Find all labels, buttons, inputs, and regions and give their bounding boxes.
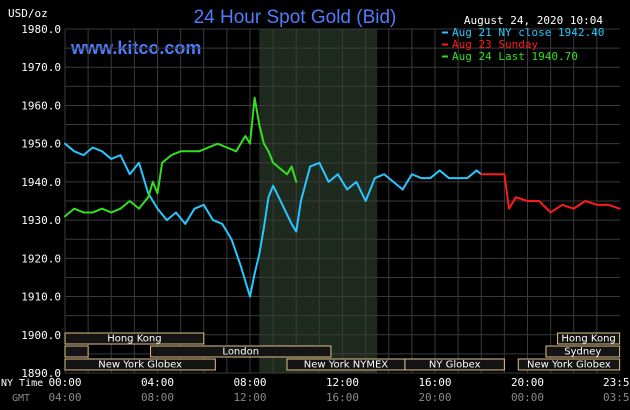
x-tick-label-ny: 12:00 [326, 376, 359, 389]
session-box-london [150, 345, 332, 358]
y-tick-label: 1900.0 [21, 329, 61, 342]
session-label-new-york-globex: New York Globex [527, 360, 611, 371]
session-label-new-york-nymex: New York NYMEX [304, 360, 389, 371]
session-box-new-york-globex [517, 358, 621, 371]
x-tick-label-gmt: 12:00 [233, 391, 266, 404]
session-label-ny-globex: NY Globex [429, 360, 481, 371]
series-line-aug-21-ny-close-1942-40 [64, 142, 483, 298]
x-tick-label-ny: 23:59 [603, 376, 630, 389]
session-label-hong-kong: Hong Kong [561, 334, 615, 345]
series-line-aug-24-last-1940-70 [64, 96, 298, 218]
session-box-ny-globex [404, 358, 505, 371]
x-tick-label-gmt: 03:59 [603, 391, 630, 404]
legend-label-aug-21-ny-close-1942-40: Aug 21 NY close 1942.40 [452, 26, 604, 39]
y-tick-label: 1940.0 [21, 176, 61, 189]
chart-title: 24 Hour Spot Gold (Bid) [194, 7, 397, 28]
session-label-sydney: Sydney [564, 347, 601, 358]
x-tick-label-gmt: 04:00 [48, 391, 81, 404]
session-box-hong-kong [64, 332, 205, 345]
x-tick-label-ny: 00:00 [48, 376, 81, 389]
y-tick-label: 1970.0 [21, 61, 61, 74]
y-tick-label: 1930.0 [21, 214, 61, 227]
series-line-aug-23-sunday [480, 173, 621, 214]
y-tick-label: 1950.0 [21, 138, 61, 151]
x-tick-label-ny: 08:00 [233, 376, 266, 389]
x-tick-label-gmt: 20:00 [418, 391, 451, 404]
y-tick-label: 1910.0 [21, 291, 61, 304]
x-tick-label-gmt: 00:00 [511, 391, 544, 404]
session-box-new-york-globex [64, 358, 216, 371]
y-tick-label: 1890.0 [21, 367, 61, 380]
x-row-gmt-label: GMT [12, 393, 30, 404]
session-box-hong-kong [557, 332, 621, 345]
y-tick-label: 1980.0 [21, 23, 61, 36]
x-row-ny-time-label: NY Time [1, 378, 43, 389]
x-tick-label-gmt: 08:00 [141, 391, 174, 404]
session-label-new-york-globex: New York Globex [98, 360, 182, 371]
chart-date: August 24, 2020 10:04 [464, 14, 603, 27]
session-box-blank [64, 345, 89, 358]
session-label-london: London [222, 347, 259, 358]
session-label-hong-kong: Hong Kong [107, 334, 161, 345]
y-axis-unit: USD/oz [8, 7, 48, 20]
session-box-sydney [545, 345, 621, 358]
legend-label-aug-23-sunday: Aug 23 Sunday [452, 38, 538, 51]
y-tick-label: 1920.0 [21, 252, 61, 265]
x-tick-label-ny: 16:00 [418, 376, 451, 389]
plot-layer: 1980.0 1970.0 1960.0 1950.0 1940.0 1930.0 1920… [21, 23, 630, 404]
x-tick-label-ny: 20:00 [511, 376, 544, 389]
x-tick-label-ny: 04:00 [141, 376, 174, 389]
legend-label-aug-24-last-1940-70: Aug 24 Last 1940.70 [452, 50, 578, 63]
x-tick-label-gmt: 16:00 [326, 391, 359, 404]
y-tick-label: 1960.0 [21, 99, 61, 112]
